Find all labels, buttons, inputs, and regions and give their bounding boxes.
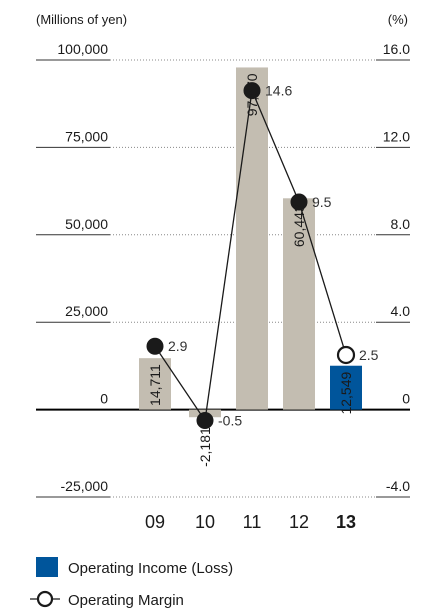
left-tick-label: 75,000 xyxy=(65,128,108,144)
x-tick-label: 09 xyxy=(145,512,165,532)
margin-point-13 xyxy=(336,345,356,365)
left-tick-label: 50,000 xyxy=(65,216,108,232)
legend-marker-margin xyxy=(36,590,54,608)
margin-point-10 xyxy=(196,412,214,430)
right-tick-label: 0 xyxy=(402,391,410,407)
x-tick-label: 12 xyxy=(289,512,309,532)
legend-label-income: Operating Income (Loss) xyxy=(68,560,233,577)
right-tick-label: 8.0 xyxy=(391,216,411,232)
bar-label-09: 14,711 xyxy=(147,364,163,406)
bar-label-13: 12,549 xyxy=(338,372,354,415)
bar-09 xyxy=(139,358,171,410)
bar-label-12: 60,443 xyxy=(291,204,307,247)
right-tick-label: 12.0 xyxy=(383,128,410,144)
x-tick-label: 11 xyxy=(243,512,262,532)
margin-point-12 xyxy=(290,193,308,211)
x-tick-label: 10 xyxy=(195,512,215,532)
margin-label-11: 14.6 xyxy=(265,83,292,99)
left-tick-label: 0 xyxy=(100,391,108,407)
right-tick-label: 4.0 xyxy=(391,303,411,319)
right-axis-unit: (%) xyxy=(388,12,408,27)
left-tick-label: 100,000 xyxy=(57,41,108,57)
x-tick-label: 13 xyxy=(336,512,356,532)
bar-label-10: -2,181 xyxy=(197,427,213,467)
left-axis-unit: (Millions of yen) xyxy=(36,12,127,27)
left-tick-label: -25,000 xyxy=(61,478,109,494)
margin-label-09: 2.9 xyxy=(168,338,188,354)
bar-label-11: 97,870 xyxy=(244,73,260,116)
bar-11 xyxy=(236,67,268,410)
margin-label-12: 9.5 xyxy=(312,194,332,210)
bar-13 xyxy=(330,365,362,410)
margin-point-11 xyxy=(243,82,261,100)
margin-label-13: 2.5 xyxy=(359,347,379,363)
legend-swatch-income xyxy=(36,557,58,577)
margin-point-09 xyxy=(146,337,164,355)
legend-label-margin: Operating Margin xyxy=(68,592,184,609)
right-tick-label: -4.0 xyxy=(386,478,410,494)
margin-label-10: -0.5 xyxy=(218,413,242,429)
bar-12 xyxy=(283,198,315,410)
right-tick-label: 16.0 xyxy=(383,41,410,57)
left-tick-label: 25,000 xyxy=(65,303,108,319)
